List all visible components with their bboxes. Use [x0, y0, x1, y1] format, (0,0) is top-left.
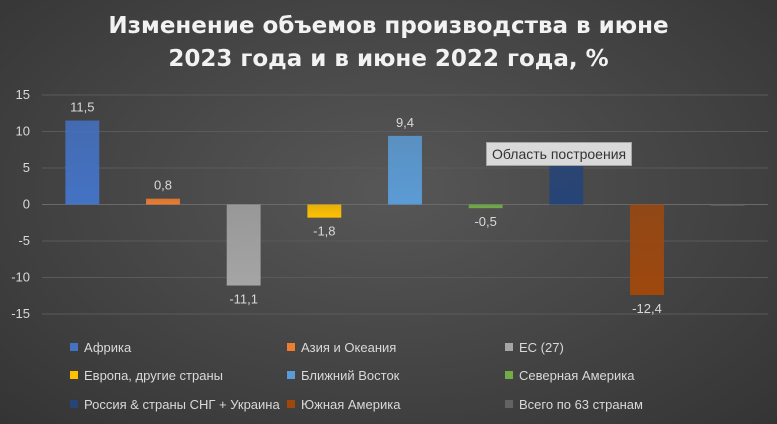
legend-swatch	[70, 371, 78, 379]
legend-swatch	[287, 343, 295, 351]
legend-item[interactable]: Россия & страны СНГ + Украина	[70, 396, 280, 412]
y-tick-label: 15	[16, 87, 30, 102]
data-label: -11,1	[229, 292, 258, 307]
legend-swatch	[287, 371, 295, 379]
bar[interactable]	[146, 198, 180, 205]
bar[interactable]	[226, 204, 261, 286]
chart-title-line-1: Изменение объемов производства в июне	[108, 13, 669, 39]
plot-area[interactable]: 151050-5-10-1511,50,8-11,1-1,89,4-0,55,3…	[0, 0, 777, 340]
data-label: -1,8	[313, 224, 335, 239]
legend-label: Африка	[84, 339, 132, 355]
chart-title-line-2: 2023 года и в июне 2022 года, %	[168, 46, 609, 72]
legend-label: Азия и Океания	[301, 339, 397, 355]
legend-label: Всего по 63 странам	[519, 396, 643, 412]
bar[interactable]	[710, 204, 745, 206]
legend-item[interactable]: Ближний Восток	[287, 367, 399, 383]
legend-swatch	[70, 343, 78, 351]
bar[interactable]	[468, 204, 503, 209]
legend-item[interactable]: Азия и Океания	[287, 339, 396, 355]
y-tick-label: 5	[23, 160, 30, 175]
legend-item[interactable]: Африка	[70, 339, 131, 355]
legend-swatch	[505, 371, 513, 379]
legend-item[interactable]: Северная Америка	[505, 367, 634, 383]
data-label: 9,4	[396, 115, 414, 130]
legend-swatch	[505, 343, 513, 351]
legend-label: Россия & страны СНГ + Украина	[84, 396, 280, 412]
bar[interactable]	[65, 120, 100, 205]
bar[interactable]	[549, 165, 584, 205]
y-tick-label: -10	[11, 270, 30, 285]
legend-swatch	[70, 400, 78, 408]
legend-item[interactable]: Всего по 63 странам	[505, 396, 643, 412]
y-tick-label: 10	[16, 124, 30, 139]
y-tick-label: -5	[18, 233, 30, 248]
legend-item[interactable]: ЕС (27)	[505, 339, 564, 355]
legend-label: Европа, другие страны	[84, 367, 223, 383]
bar[interactable]	[388, 135, 422, 205]
legend-label: ЕС (27)	[519, 339, 564, 355]
legend-label: Южная Америка	[301, 396, 401, 412]
legend-item[interactable]: Европа, другие страны	[70, 367, 223, 383]
data-label: 11,5	[70, 100, 94, 115]
bar[interactable]	[307, 204, 342, 218]
data-label: 0,8	[154, 178, 172, 193]
legend-swatch	[287, 400, 295, 408]
chart-title: Изменение объемов производства в июне 20…	[0, 10, 777, 76]
y-tick-label: -15	[11, 306, 30, 321]
bar[interactable]	[630, 204, 664, 296]
data-label: -0,5	[474, 214, 496, 229]
y-tick-label: 0	[23, 197, 30, 212]
legend-label: Ближний Восток	[301, 367, 400, 383]
data-label: -12,4	[632, 301, 662, 316]
plot-area-tooltip: Область построения	[486, 142, 633, 166]
legend-swatch	[505, 400, 513, 408]
legend-label: Северная Америка	[519, 367, 635, 383]
legend-item[interactable]: Южная Америка	[287, 396, 400, 412]
